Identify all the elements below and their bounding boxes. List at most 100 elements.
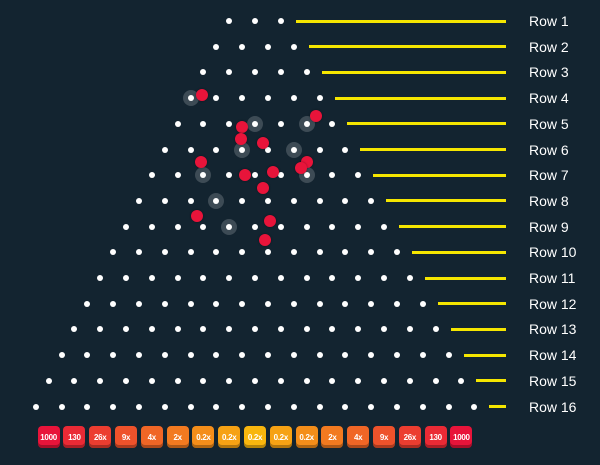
peg [264,300,271,307]
peg [264,95,271,102]
peg [200,120,207,127]
peg [303,275,310,281]
peg [84,300,91,307]
row-indicator-line [321,70,506,74]
peg [342,197,349,204]
peg [239,197,246,204]
peg [252,326,258,333]
multiplier-slot: 2x [321,426,344,448]
row-label: Row 11 [529,270,576,286]
peg [97,275,104,281]
ball [310,110,322,122]
peg [58,403,65,410]
peg [277,69,284,76]
peg [264,403,271,410]
peg [200,326,207,333]
peg [148,223,155,230]
peg [252,377,258,384]
peg [187,300,194,307]
ball [264,215,276,227]
peg [252,223,258,230]
peg [226,69,233,76]
peg [303,326,310,333]
peg [303,377,310,384]
row-label: Row 13 [529,321,577,338]
peg [355,377,362,384]
row-label: Row 15 [529,372,577,389]
peg [277,326,284,333]
peg [406,377,413,384]
peg [174,326,181,333]
peg [239,403,246,410]
peg [381,377,387,384]
multiplier-slot: 130 [63,426,86,448]
peg [110,352,117,359]
peg [290,352,297,359]
multiplier-slot: 130 [424,426,447,448]
peg [161,146,168,153]
peg [303,69,310,76]
peg [182,90,199,107]
peg [264,197,271,204]
row-indicator-line [411,250,506,254]
peg [393,352,400,359]
peg [187,249,194,256]
row-label: Row 2 [529,38,569,55]
peg [226,377,233,384]
peg [226,275,233,281]
multiplier-slot: 1000 [450,426,473,448]
peg [298,115,315,132]
peg [290,300,297,307]
peg [123,275,129,281]
peg [148,275,155,281]
peg [368,249,375,256]
peg [471,403,478,410]
multiplier-slot: 0.2x [244,426,266,448]
peg [316,146,323,153]
peg [290,95,297,102]
row-label: Row 5 [529,115,569,132]
peg [432,326,439,333]
peg [432,377,439,384]
peg [174,120,181,127]
peg [445,403,452,410]
peg [135,300,142,307]
peg [239,300,246,307]
peg [187,403,194,410]
peg [213,95,220,102]
multiplier-slot: 9x [373,426,395,448]
peg [329,223,336,230]
peg [226,172,233,179]
peg [213,146,220,153]
multiplier-slot: 4x [140,426,163,448]
peg [393,403,400,410]
peg [239,352,246,359]
peg [174,377,181,384]
peg [445,352,452,359]
peg [213,352,220,359]
row-label: Row 8 [529,192,569,209]
peg [148,172,155,179]
ball [191,210,203,222]
peg [355,172,362,179]
peg [277,223,284,230]
peg [342,403,349,410]
peg [32,403,39,410]
peg [316,403,323,410]
peg [368,197,375,204]
peg [298,167,315,184]
ball [196,89,208,101]
row-label: Row 4 [529,90,569,107]
peg [110,403,117,410]
peg [200,377,207,384]
peg [200,223,207,230]
peg [239,43,246,50]
peg [213,300,220,307]
multiplier-slot: 0.2x [218,426,241,448]
peg [290,249,297,256]
peg [277,172,284,179]
peg [368,352,375,359]
peg [161,300,168,307]
peg [135,197,142,204]
